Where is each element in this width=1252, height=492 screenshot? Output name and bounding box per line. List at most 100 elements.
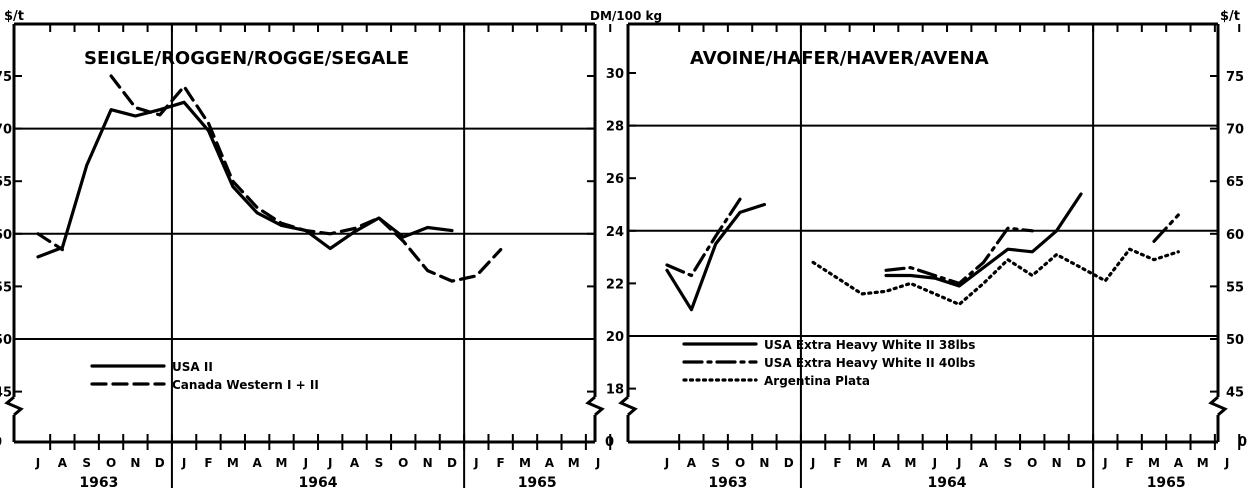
- x-tick-label: J: [181, 456, 186, 470]
- x-tick-label: F: [204, 456, 212, 470]
- chart-title: AVOINE/HAFER/HAVER/AVENA: [690, 48, 989, 69]
- y-tick-label: 75: [0, 70, 12, 85]
- x-tick-label: N: [1052, 456, 1062, 470]
- x-tick-label: J: [473, 456, 478, 470]
- y-tick-label-right: 60: [1226, 228, 1244, 243]
- x-tick-label: A: [58, 456, 68, 470]
- y-tick-label-right: 70: [1226, 123, 1244, 138]
- x-tick-label: O: [398, 456, 408, 470]
- y-tick-label: 20: [606, 330, 624, 345]
- y-tick-label: 60: [0, 228, 12, 243]
- y-tick-label-right: 50: [1226, 333, 1244, 348]
- x-tick-label: J: [956, 456, 961, 470]
- legends: USA II Canada Western I + II USA Extra Hea…: [90, 338, 975, 392]
- x-tick-label: J: [327, 456, 332, 470]
- series-lines: [36, 74, 1180, 312]
- x-tick-label: S: [375, 456, 384, 470]
- x-tick-label: D: [447, 456, 457, 470]
- series-line: [884, 226, 1034, 285]
- x-tick-label: M: [905, 456, 917, 470]
- x-tick-label: J: [1102, 456, 1107, 470]
- legend-label: Canada Western I + II: [172, 378, 319, 392]
- y-axis-unit-left: DM/100 kg: [590, 9, 662, 23]
- y-tick-label-right: 55: [1226, 280, 1244, 295]
- x-tick-label: M: [856, 456, 868, 470]
- legend-label: Argentina Plata: [764, 374, 870, 388]
- x-tick-label: J: [1224, 456, 1229, 470]
- series-line: [811, 247, 1180, 306]
- y-tick-label: 0: [0, 435, 2, 450]
- x-tick-label: N: [130, 456, 140, 470]
- y-tick-label-right: 75: [1226, 70, 1244, 85]
- x-tick-label: A: [687, 456, 697, 470]
- series-line: [884, 192, 1083, 288]
- y-axis-unit-right: $/t: [1220, 9, 1240, 24]
- year-label: 1964: [928, 475, 967, 491]
- legend-label: USA Extra Heavy White II 38lbs: [764, 338, 975, 352]
- chart-text: JASONDJFMAMJJASONDJFMAMJ1963196419650455…: [0, 9, 1247, 491]
- axis-break-right: [585, 395, 605, 417]
- x-tick-label: N: [759, 456, 769, 470]
- y-tick-label: 26: [606, 172, 624, 187]
- panel-frames: [4, 22, 1241, 450]
- axis-break-right: [1208, 395, 1228, 417]
- legend-label: USA Extra Heavy White II 40lbs: [764, 356, 975, 370]
- year-label: 1963: [79, 475, 118, 491]
- y-axis-unit: $/t: [4, 9, 24, 24]
- x-tick-label: A: [882, 456, 892, 470]
- series-line: [665, 202, 767, 312]
- y-tick-label: 0: [605, 435, 614, 450]
- x-tick-label: J: [595, 456, 600, 470]
- x-tick-label: A: [545, 456, 555, 470]
- x-tick-label: N: [423, 456, 433, 470]
- x-tick-label: F: [497, 456, 505, 470]
- legend-label: USA II: [172, 360, 213, 374]
- x-tick-label: M: [568, 456, 580, 470]
- y-tick-label: 45: [0, 386, 12, 401]
- x-tick-label: M: [1197, 456, 1209, 470]
- x-tick-label: M: [227, 456, 239, 470]
- x-tick-label: M: [519, 456, 531, 470]
- x-tick-label: S: [82, 456, 91, 470]
- y-tick-label: 18: [606, 383, 624, 398]
- x-tick-label: S: [711, 456, 720, 470]
- y-tick-label: 50: [0, 333, 12, 348]
- y-tick-label: 70: [0, 123, 12, 138]
- x-tick-label: S: [1004, 456, 1013, 470]
- x-tick-label: A: [350, 456, 360, 470]
- x-tick-label: J: [303, 456, 308, 470]
- x-tick-label: A: [979, 456, 989, 470]
- x-tick-label: J: [664, 456, 669, 470]
- year-label: 1963: [708, 475, 747, 491]
- series-line: [36, 232, 65, 252]
- series-line: [1152, 213, 1180, 243]
- year-label: 1965: [518, 475, 557, 491]
- axis-break-left: [4, 395, 24, 417]
- y-tick-label-right: 0: [1238, 435, 1247, 450]
- y-tick-label: 30: [606, 67, 624, 82]
- x-tick-label: M: [1148, 456, 1160, 470]
- x-tick-label: J: [35, 456, 40, 470]
- x-tick-label: O: [1027, 456, 1037, 470]
- x-tick-label: O: [735, 456, 745, 470]
- y-tick-label-right: 65: [1226, 175, 1244, 190]
- x-tick-label: D: [155, 456, 165, 470]
- year-label: 1965: [1147, 475, 1186, 491]
- axis-break-left: [618, 395, 638, 417]
- x-tick-label: A: [253, 456, 263, 470]
- series-line: [109, 74, 503, 283]
- y-tick-label: 55: [0, 280, 12, 295]
- x-tick-label: F: [833, 456, 841, 470]
- y-tick-label: 22: [606, 277, 624, 292]
- y-tick-label: 28: [606, 120, 624, 135]
- x-tick-label: J: [810, 456, 815, 470]
- x-tick-label: D: [784, 456, 794, 470]
- y-tick-label: 65: [0, 175, 12, 190]
- x-tick-label: D: [1076, 456, 1086, 470]
- x-tick-label: A: [1174, 456, 1184, 470]
- year-label: 1964: [299, 475, 338, 491]
- x-tick-label: J: [932, 456, 937, 470]
- chart-title: SEIGLE/ROGGEN/ROGGE/SEGALE: [84, 48, 409, 69]
- x-tick-label: F: [1126, 456, 1134, 470]
